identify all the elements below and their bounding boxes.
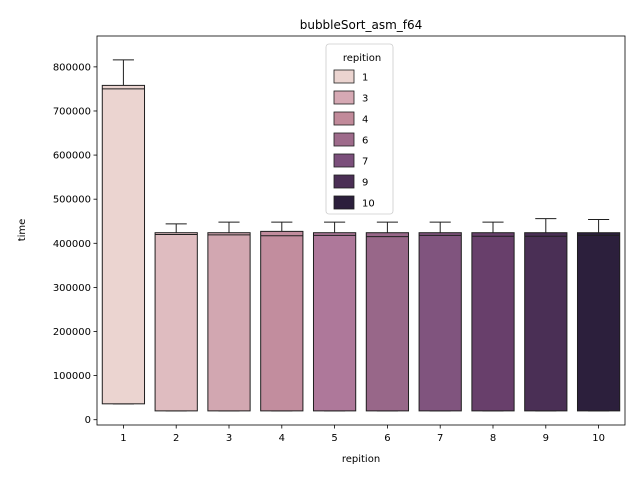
legend-entry: 7 xyxy=(333,153,368,168)
x-axis-title: repition xyxy=(342,454,380,465)
legend-swatch xyxy=(333,111,355,126)
box xyxy=(418,232,462,412)
legend-label: 7 xyxy=(362,157,368,168)
legend-swatch xyxy=(333,153,355,168)
y-axis: 0 100000 200000 300000 400000 500000 600000 700… xyxy=(53,62,97,426)
x-tick-label: 1 xyxy=(120,433,126,444)
legend-entry: 4 xyxy=(333,111,368,126)
y-tick-label: 100000 xyxy=(53,371,91,382)
y-tick-label: 600000 xyxy=(53,151,91,162)
box-plot xyxy=(576,218,621,412)
box xyxy=(524,232,568,412)
box xyxy=(101,84,146,405)
box xyxy=(576,232,621,412)
legend-swatch xyxy=(333,90,355,105)
y-tick-label: 0 xyxy=(85,415,91,426)
y-tick-label: 400000 xyxy=(53,239,91,250)
x-tick-label: 6 xyxy=(384,433,390,444)
x-tick-label: 9 xyxy=(543,433,549,444)
plot-frame xyxy=(96,35,626,426)
legend-swatch xyxy=(333,132,355,147)
box xyxy=(154,232,198,412)
box-plot xyxy=(365,221,410,412)
legend-entries: 1 3 4 6 7 9 10 xyxy=(333,69,375,210)
legend-entry: 6 xyxy=(333,132,368,147)
y-tick-label: 200000 xyxy=(53,327,91,338)
box xyxy=(312,232,357,412)
box xyxy=(207,232,251,412)
box-series xyxy=(101,59,621,412)
legend-entry: 10 xyxy=(333,195,375,210)
legend-frame xyxy=(325,43,394,215)
legend-entry: 9 xyxy=(333,174,368,189)
legend-title: repition xyxy=(343,53,381,64)
x-tick-label: 5 xyxy=(331,433,337,444)
chart-title: bubbleSort_asm_f64 xyxy=(300,18,423,32)
legend-label: 1 xyxy=(362,73,368,84)
box-plot xyxy=(154,223,198,412)
legend-label: 4 xyxy=(362,115,368,126)
box xyxy=(260,230,304,412)
box-plot xyxy=(418,221,462,412)
legend-label: 9 xyxy=(362,178,368,189)
x-tick-label: 8 xyxy=(490,433,496,444)
y-tick-label: 800000 xyxy=(53,62,91,73)
x-tick-label: 3 xyxy=(226,433,232,444)
box xyxy=(365,232,410,412)
legend-entry: 1 xyxy=(333,69,368,84)
x-axis: 1 2 3 4 5 6 7 8 9 10 xyxy=(120,425,605,444)
box-plot xyxy=(260,221,304,412)
box-plot xyxy=(524,218,568,412)
legend-swatch xyxy=(333,195,355,210)
x-tick-label: 10 xyxy=(592,433,605,444)
x-tick-label: 2 xyxy=(173,433,179,444)
legend-swatch xyxy=(333,174,355,189)
y-tick-label: 700000 xyxy=(53,106,91,117)
y-tick-label: 300000 xyxy=(53,283,91,294)
legend-swatch xyxy=(333,69,355,84)
legend-label: 6 xyxy=(362,136,368,147)
x-tick-label: 4 xyxy=(279,433,285,444)
plot-area: 0 100000 200000 300000 400000 500000 600000 700… xyxy=(53,35,626,444)
x-tick-label: 7 xyxy=(437,433,443,444)
box-plot xyxy=(471,221,515,412)
box-plot xyxy=(101,59,146,405)
box xyxy=(471,232,515,412)
legend-entry: 3 xyxy=(333,90,368,105)
y-tick-label: 500000 xyxy=(53,195,91,206)
legend: repition 1 3 4 6 7 9 10 xyxy=(325,43,394,215)
box-plot xyxy=(207,221,251,412)
y-axis-title: time xyxy=(17,219,28,242)
legend-label: 10 xyxy=(362,199,375,210)
legend-label: 3 xyxy=(362,94,368,105)
box-plot xyxy=(312,221,357,412)
